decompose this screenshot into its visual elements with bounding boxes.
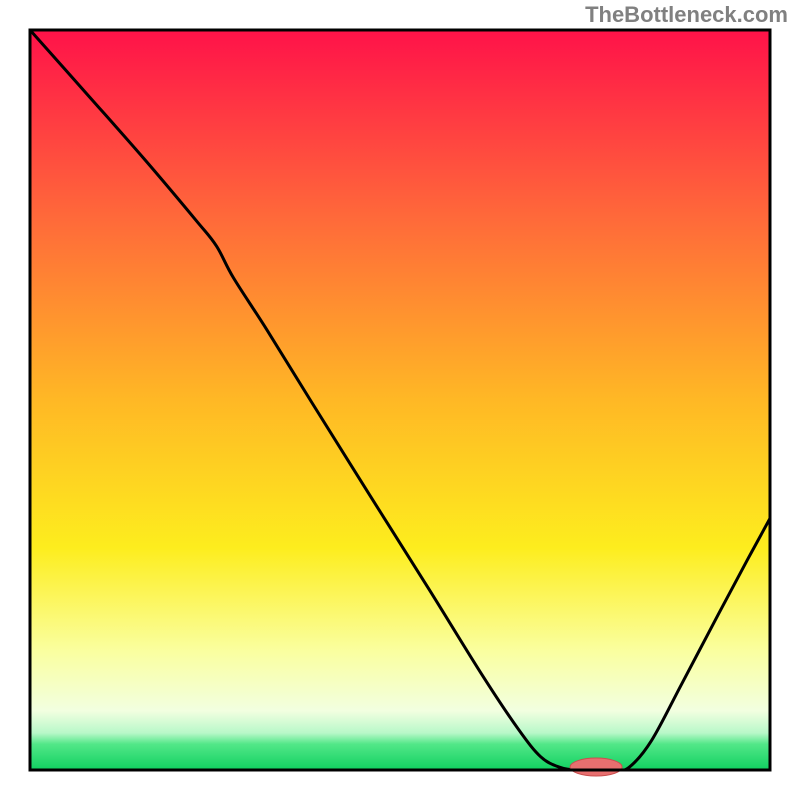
bottleneck-chart xyxy=(0,0,800,800)
gradient-background xyxy=(30,30,770,770)
optimal-marker xyxy=(570,758,622,776)
chart-stage: TheBottleneck.com xyxy=(0,0,800,800)
watermark-text: TheBottleneck.com xyxy=(585,2,788,28)
